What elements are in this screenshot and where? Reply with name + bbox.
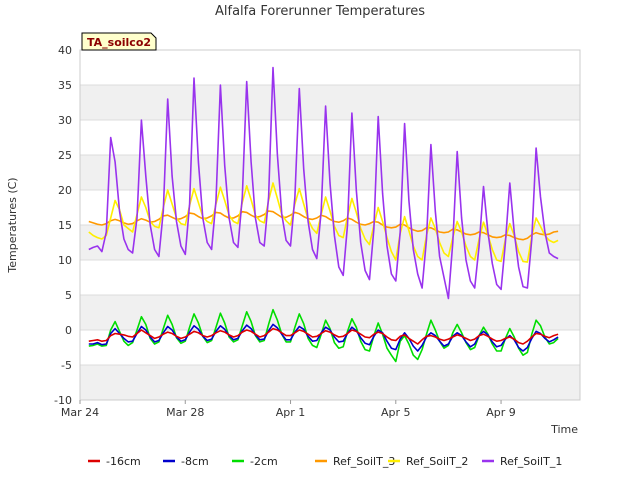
annotation-box: TA_soilco2 (81, 32, 157, 51)
y-tick-label: -10 (54, 394, 72, 407)
annotation-label: TA_soilco2 (87, 36, 151, 49)
legend-label: -16cm (106, 455, 141, 468)
y-tick-label: 30 (58, 114, 72, 127)
series-line-16cm (88, 327, 559, 345)
grid-band (80, 365, 580, 400)
y-tick-label: -5 (61, 359, 72, 372)
y-tick-label: 5 (65, 289, 72, 302)
y-tick-label: 10 (58, 254, 72, 267)
plot-border (79, 49, 581, 401)
grid-band (80, 295, 580, 330)
x-tick-label: Mar 28 (166, 406, 204, 419)
legend-label: -8cm (181, 455, 209, 468)
y-tick-label: 35 (58, 79, 72, 92)
legend: -16cm -8cm -2cm Ref_SoilT_3 Ref_SoilT_2 Ref_S… (88, 455, 562, 468)
grid-band (80, 85, 580, 120)
legend-label: Ref_SoilT_3 (333, 455, 395, 468)
y-axis-label: Temperatures (C) (6, 177, 19, 273)
series-line-ref-soilt-1 (88, 66, 559, 300)
y-tick-label: 20 (58, 184, 72, 197)
annotation-background (81, 32, 157, 51)
y-tick-label: 15 (58, 219, 72, 232)
y-axis: -10 -5 0 5 10 15 20 25 30 35 40 (54, 44, 72, 407)
series-lines (88, 66, 559, 363)
plot-background (79, 49, 581, 401)
chart-title: Alfalfa Forerunner Temperatures (215, 4, 425, 19)
y-tick-label: 0 (65, 324, 72, 337)
x-tick-label: Mar 24 (61, 406, 99, 419)
legend-label: -2cm (250, 455, 278, 468)
y-tick-label: 25 (58, 149, 72, 162)
legend-label: Ref_SoilT_1 (500, 455, 562, 468)
x-tick-label: Apr 1 (276, 406, 306, 419)
x-tick-label: Apr 9 (486, 406, 516, 419)
x-axis-label: Time (550, 423, 578, 436)
legend-label: Ref_SoilT_2 (406, 455, 468, 468)
grid-band (80, 225, 580, 260)
x-tick-label: Apr 5 (381, 406, 411, 419)
y-tick-label: 40 (58, 44, 72, 57)
x-axis: Mar 24 Mar 28 Apr 1 Apr 5 Apr 9 (61, 400, 516, 419)
